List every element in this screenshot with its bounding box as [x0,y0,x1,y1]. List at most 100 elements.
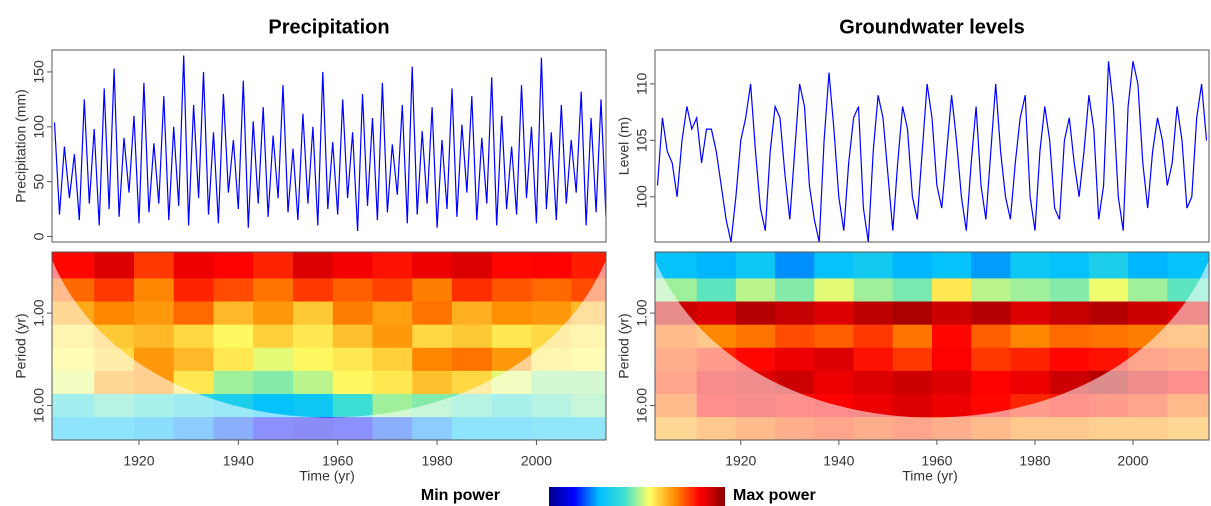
heat-cell [372,278,413,303]
heat-cell [412,301,453,326]
heat-cell [735,278,776,303]
y-tick-label: 105 [634,128,650,152]
heat-cell [531,252,572,279]
heat-cell [696,278,737,303]
heat-cell [932,301,972,326]
heat-cell [1128,301,1168,326]
heat-cell [332,324,373,349]
x-tick-label: 1960 [322,453,353,469]
heat-cell [892,252,933,279]
heat-cell [253,393,294,418]
heat-cell [775,347,815,372]
y-axis-label: Level (m) [616,117,632,175]
heat-cell [1088,252,1129,279]
heat-cell [133,278,175,303]
heat-cell [735,324,776,349]
heat-cell [971,347,1011,372]
heat-cell [1049,324,1090,349]
colorbar [549,487,725,506]
heat-cell [213,278,254,303]
heat-cell [412,252,453,279]
y-axis-label: Precipitation (mm) [13,89,29,203]
heat-cell [775,301,815,326]
heatmap [655,252,1209,440]
heat-cell [1010,324,1051,349]
y-tick-label: 50 [31,174,47,190]
heat-cell [892,370,933,395]
x-tick-label: 1980 [1019,453,1050,469]
chart-title: Groundwater levels [839,16,1025,38]
heat-cell [696,301,737,326]
x-tick-label: 1920 [123,453,154,469]
colorbar-min-label: Min power [421,487,500,504]
heat-cell [451,347,493,372]
heat-cell [173,324,214,349]
heat-cell [292,278,334,303]
heat-cell [292,370,334,395]
heat-cell [173,347,214,372]
x-tick-label: 1980 [421,453,452,469]
heat-cell [491,301,532,326]
heat-cell [1128,278,1168,303]
heat-cell [372,324,413,349]
heat-cell [451,252,493,279]
heat-cell [735,347,776,372]
heat-cell [133,347,175,372]
heat-cell [491,278,532,303]
heat-cell [94,278,135,303]
plot-frame [51,251,607,441]
heat-cell [292,301,334,326]
heat-cell [892,301,933,326]
series-line [53,55,606,232]
heat-cell [853,370,894,395]
heat-cell [814,252,855,279]
heat-cell [253,347,294,372]
heat-cell [531,278,572,303]
heat-cell [853,301,894,326]
heat-cell [213,301,254,326]
heat-cell [173,252,214,279]
heat-cell [372,370,413,395]
heat-cell [775,278,815,303]
heat-cell [775,324,815,349]
heat-cell [332,301,373,326]
y-tick-label: 16.00 [31,388,47,423]
heat-cell [853,347,894,372]
heat-cell [1128,252,1168,279]
heat-cell [1088,301,1129,326]
heat-cell [892,347,933,372]
heat-cell [213,370,254,395]
plot-frame [51,49,607,243]
heat-cell [292,393,334,418]
heat-cell [1010,370,1051,395]
heat-cell [971,324,1011,349]
heat-cell [451,324,493,349]
heat-cell [932,370,972,395]
heat-cell [133,252,175,279]
x-tick-label: 1960 [921,453,952,469]
x-tick-label: 2000 [521,453,552,469]
heat-cell [814,370,855,395]
heat-cell [253,324,294,349]
heat-cell [1010,252,1051,279]
x-axis-label: Time (yr) [299,468,354,484]
heat-cell [814,301,855,326]
heat-cell [1167,252,1209,279]
heat-cell [133,301,175,326]
heat-cell [213,324,254,349]
heat-cell [94,301,135,326]
heat-cell [52,278,95,303]
cone-of-influence [655,260,1209,440]
heat-cell [52,252,95,279]
heat-cell [1049,278,1090,303]
heat-cell [932,347,972,372]
heat-cell [332,347,373,372]
heat-cell [1010,347,1051,372]
heat-cell [696,252,737,279]
heat-cell [253,301,294,326]
heatmap [52,252,606,440]
x-tick-label: 1940 [223,453,254,469]
heat-cell [412,278,453,303]
heat-cell [892,324,933,349]
x-tick-label: 2000 [1117,453,1148,469]
